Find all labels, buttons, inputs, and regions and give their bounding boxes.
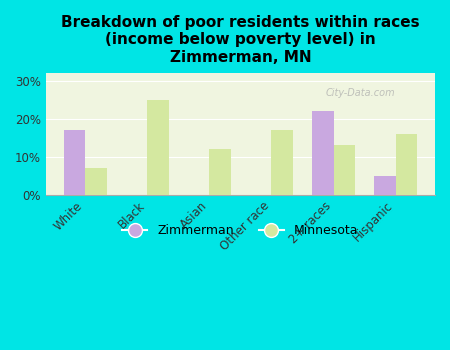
Bar <box>374 176 396 195</box>
Bar <box>209 149 231 195</box>
Bar <box>85 168 107 195</box>
Text: City-Data.com: City-Data.com <box>326 88 396 98</box>
Bar <box>271 130 293 195</box>
Bar <box>63 130 85 195</box>
Bar <box>312 111 333 195</box>
Bar <box>147 99 169 195</box>
Title: Breakdown of poor residents within races
(income below poverty level) in
Zimmerm: Breakdown of poor residents within races… <box>61 15 420 65</box>
Legend: Zimmerman, Minnesota: Zimmerman, Minnesota <box>117 219 364 242</box>
Bar <box>396 134 417 195</box>
Bar <box>333 145 355 195</box>
